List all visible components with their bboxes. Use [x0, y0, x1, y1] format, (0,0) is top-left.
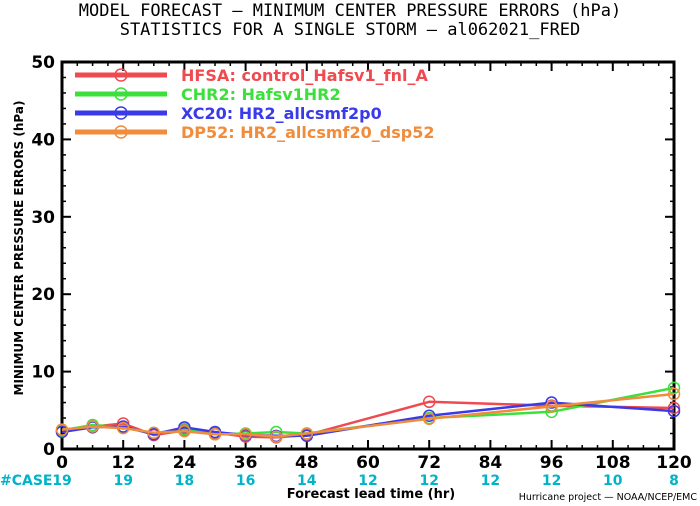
x-tick-label: 48: [295, 453, 319, 473]
legend-marker: [114, 125, 128, 139]
x-tick-label: 72: [417, 453, 441, 473]
case-label: #CASE: [0, 473, 53, 489]
case-count: 18: [175, 473, 194, 489]
x-tick-label: 60: [356, 453, 380, 473]
data-point: [55, 423, 69, 436]
data-point: [667, 401, 681, 415]
y-tick-label: 30: [31, 208, 55, 228]
y-tick-label: 0: [43, 440, 55, 460]
case-count: 14: [297, 473, 317, 489]
y-tick-label: 20: [31, 285, 55, 305]
case-count: 12: [481, 473, 500, 489]
y-tick-label: 10: [31, 363, 55, 383]
legend-marker: [114, 106, 128, 120]
chart-subtitle: STATISTICS FOR A SINGLE STORM — al062021…: [120, 20, 581, 40]
data-point: [269, 430, 283, 443]
legend-marker: [114, 87, 128, 101]
x-tick-label: 36: [234, 453, 258, 473]
case-count: 19: [113, 473, 132, 489]
legend-marker: [114, 68, 128, 82]
data-point: [116, 421, 130, 435]
case-count: 12: [419, 473, 438, 489]
case-count: 8: [669, 473, 679, 489]
chart-title: MODEL FORECAST — MINIMUM CENTER PRESSURE…: [79, 1, 621, 21]
y-tick-label: 50: [31, 53, 55, 73]
legend-label: CHR2: Hafsv1HR2: [181, 85, 341, 104]
data-point: [86, 420, 99, 433]
x-tick-label: 0: [56, 453, 68, 473]
data-point: [178, 424, 191, 438]
x-tick-label: 96: [540, 453, 564, 473]
data-point: [545, 400, 558, 413]
legend-label: XC20: HR2_allcsmf2p0: [181, 104, 382, 123]
data-point: [545, 396, 558, 409]
case-count: 12: [542, 473, 561, 489]
case-count: 16: [236, 473, 255, 489]
data-point: [667, 381, 681, 395]
x-tick-label: 84: [479, 453, 503, 473]
x-tick-label: 24: [173, 453, 197, 473]
data-point: [239, 428, 252, 441]
legend-label: HFSA: control_Hafsv1_fnl_A: [181, 66, 428, 85]
credit-text: Hurricane project — NOAA/NCEP/EMC: [519, 492, 698, 503]
y-axis-label: MINIMUM CENTER PRESSURE ERRORS (hPa): [12, 101, 26, 396]
x-tick-label: 108: [595, 453, 631, 473]
legend-label: DP52: HR2_allcsmf20_dsp52: [181, 123, 434, 142]
data-point: [300, 427, 314, 440]
x-tick-label: 120: [656, 453, 692, 473]
data-point: [208, 428, 222, 441]
case-count: 19: [52, 473, 71, 489]
data-point: [422, 409, 436, 422]
data-point: [422, 395, 436, 409]
data-point: [667, 387, 681, 401]
y-tick-label: 40: [31, 130, 55, 150]
data-point: [178, 421, 191, 434]
x-axis-label: Forecast lead time (hr): [287, 487, 455, 502]
case-count: 10: [603, 473, 623, 489]
case-count: 12: [358, 473, 377, 489]
data-point: [422, 412, 436, 426]
data-point: [147, 426, 161, 439]
data-point: [667, 404, 681, 418]
x-tick-label: 12: [111, 453, 135, 473]
